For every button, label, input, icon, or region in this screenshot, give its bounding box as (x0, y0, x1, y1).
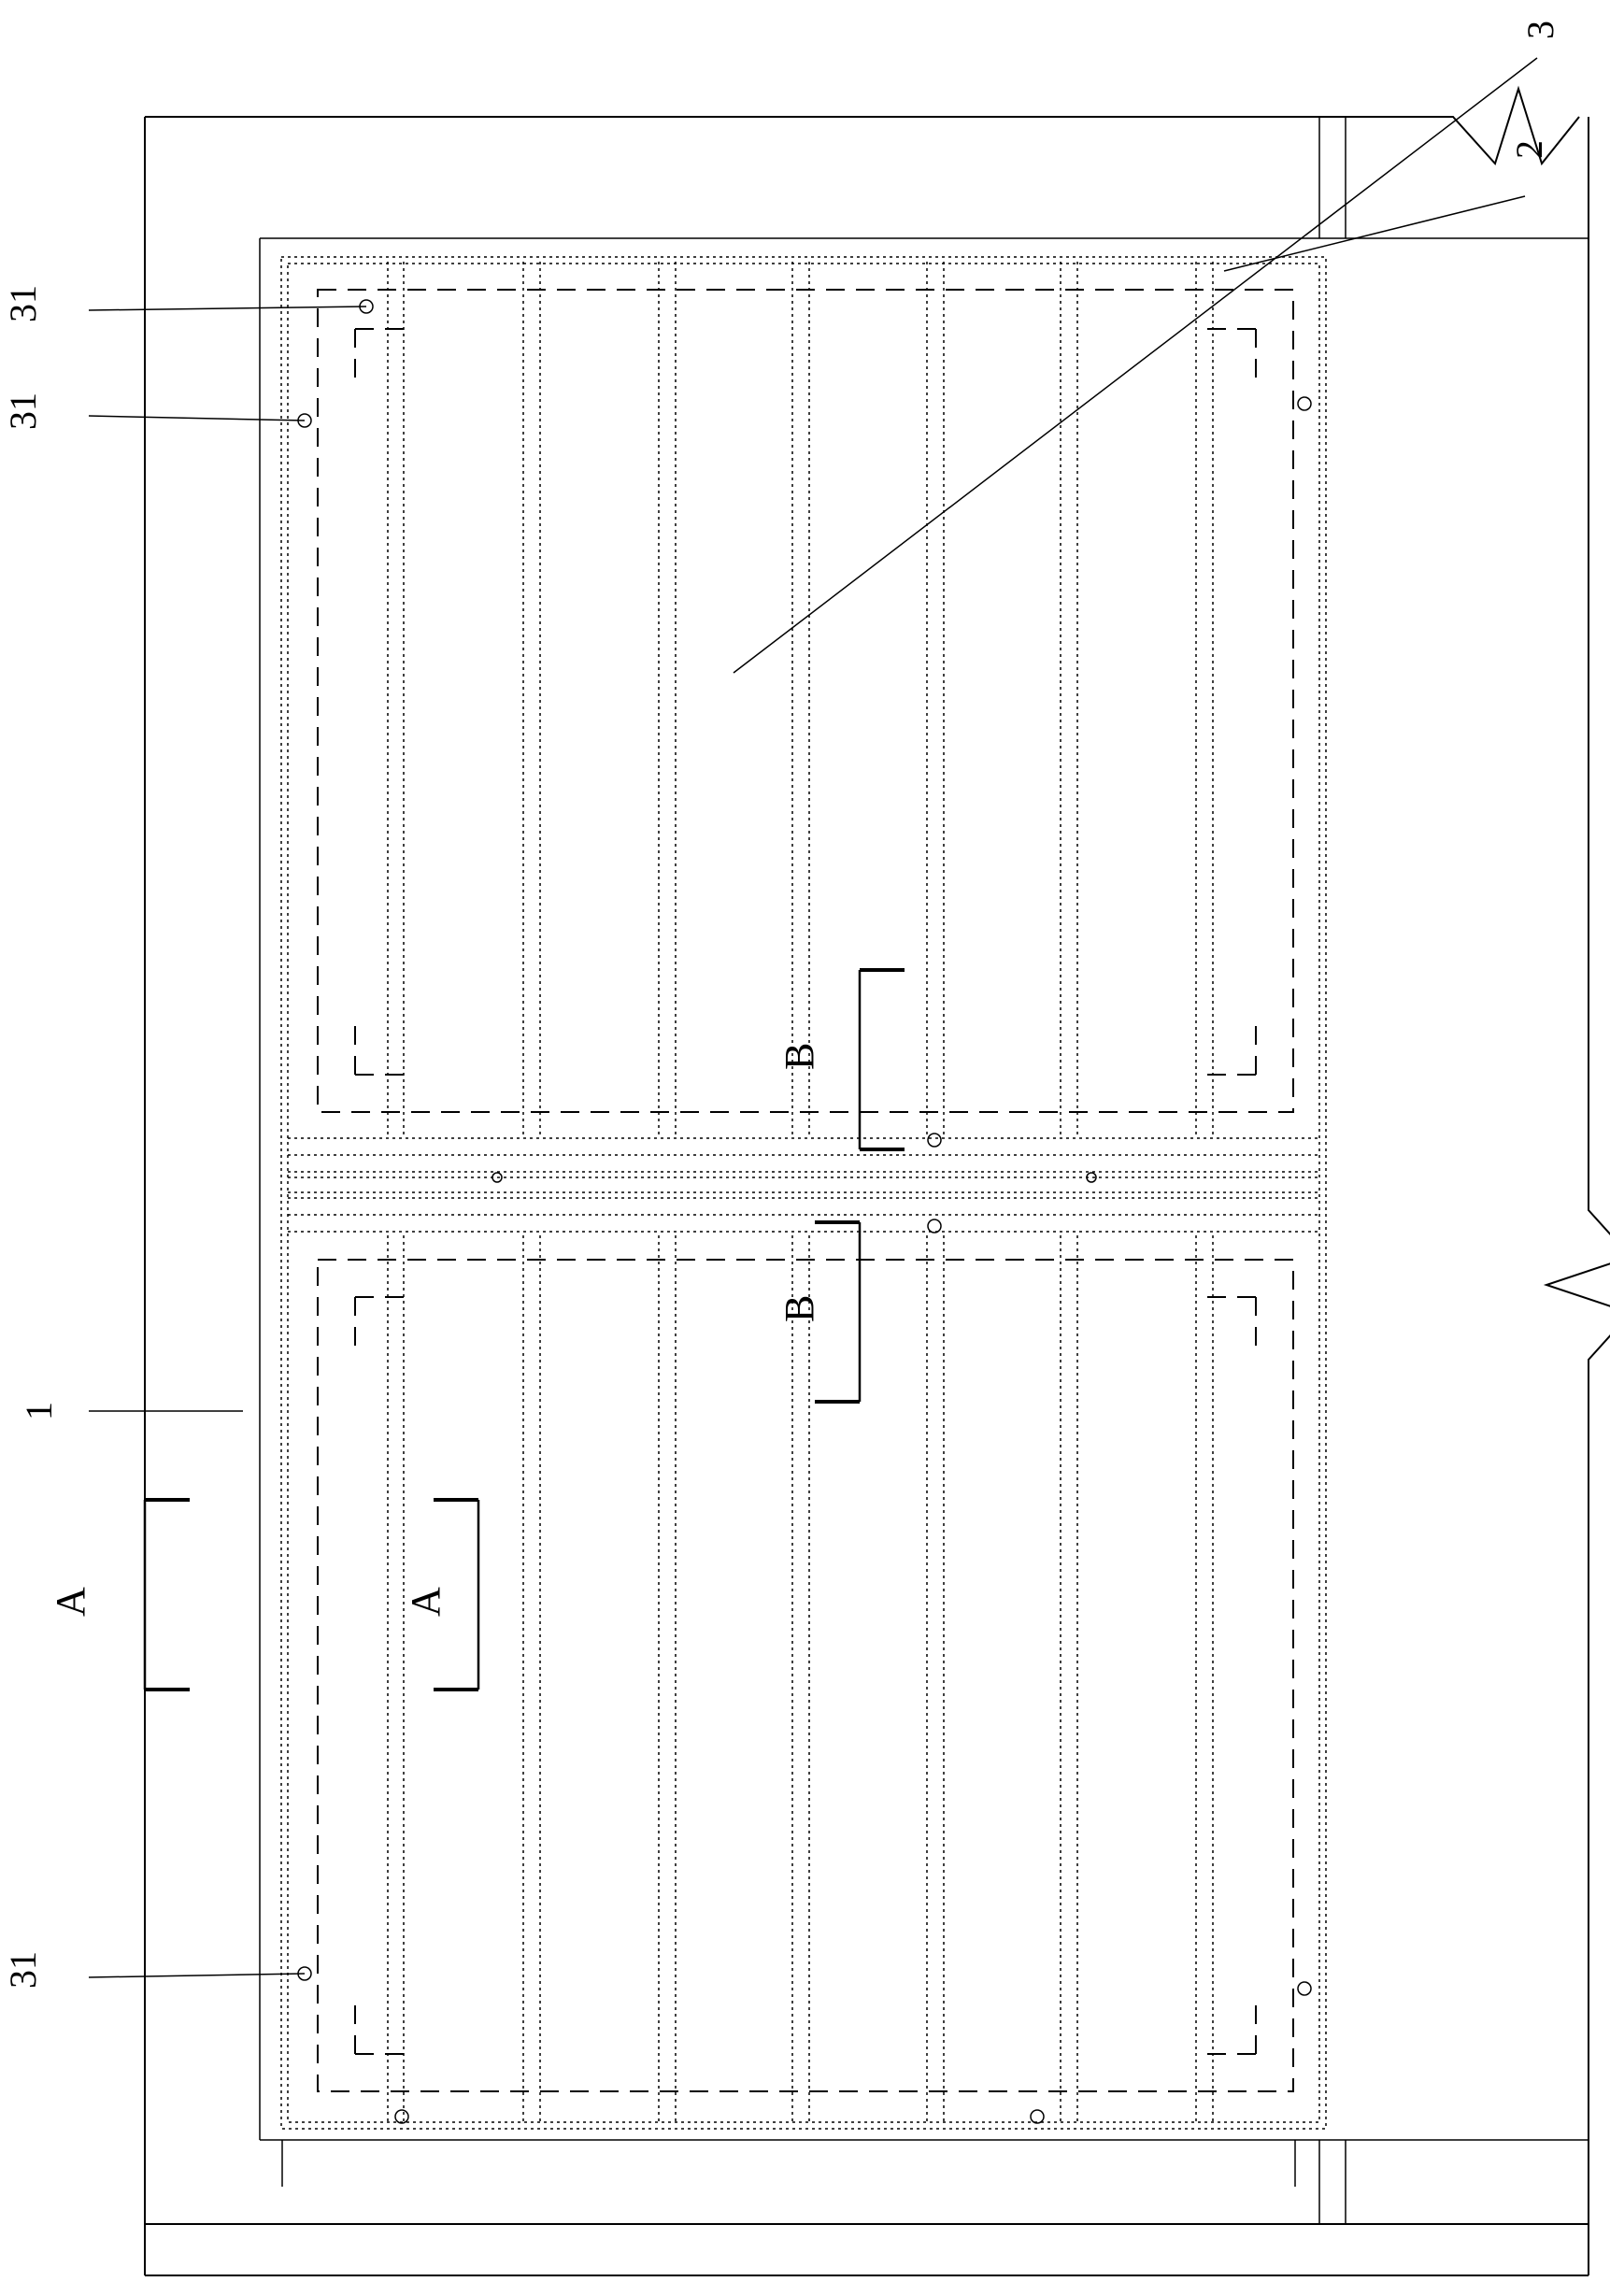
callout-label-1: 1 (18, 1402, 60, 1420)
dotted-panels (281, 257, 1326, 2129)
inner-wall (260, 117, 1589, 2224)
dashed-regions (318, 290, 1293, 2091)
callout-label-31: 31 (2, 1951, 44, 1989)
reference-points (298, 300, 1311, 2123)
callout-label-3: 3 (1519, 21, 1561, 39)
callout-label-2: 2 (1508, 140, 1550, 159)
section-marks: A A B B (48, 970, 905, 1690)
section-label-A: A (48, 1587, 93, 1617)
section-label-B: B (777, 1295, 822, 1322)
section-label-A: A (403, 1587, 449, 1617)
outer-frame (145, 89, 1610, 2275)
section-label-B: B (777, 1043, 822, 1070)
callout-label-31: 31 (2, 285, 44, 322)
callout-label-31: 31 (2, 392, 44, 430)
leader-callouts: 31 31 1 31 2 3 (2, 21, 1561, 1989)
